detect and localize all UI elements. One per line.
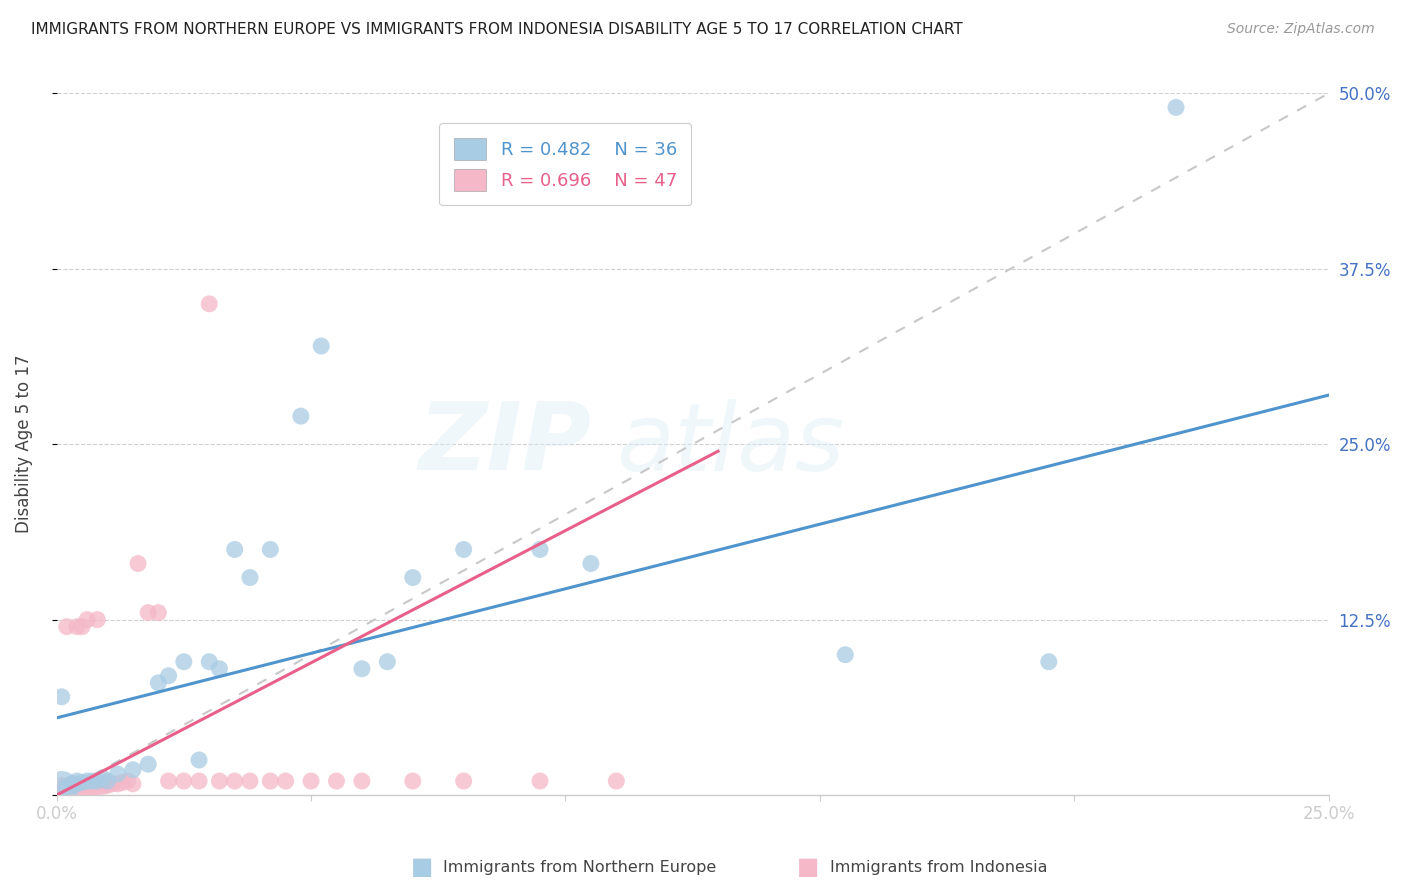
Point [224,542,246,557]
Point [56,620,79,634]
Point [157,774,180,789]
Point [148,606,170,620]
Point [51,690,73,704]
Text: ■: ■ [797,855,820,879]
Point [96,777,118,791]
Point [274,774,297,789]
Point [173,774,195,789]
Point [834,648,856,662]
Point [325,774,347,789]
Point [70,775,93,789]
Point [82,780,104,795]
Text: Immigrants from Northern Europe: Immigrants from Northern Europe [443,860,716,874]
Point [350,774,373,789]
Point [56,780,79,794]
Point [82,774,104,789]
Point [86,613,108,627]
Point [91,771,114,785]
Point [579,557,602,571]
Point [56,782,79,797]
Point [82,777,104,791]
Text: Source: ZipAtlas.com: Source: ZipAtlas.com [1227,22,1375,37]
Point [122,763,145,777]
Point [107,777,129,791]
Point [188,774,211,789]
Point [86,780,108,794]
Point [70,620,93,634]
Point [60,778,83,792]
Point [56,780,79,794]
Point [402,774,425,789]
Point [70,782,93,797]
Point [198,297,221,311]
Point [290,409,312,424]
Point [60,777,83,791]
Point [101,777,124,791]
Point [1038,655,1060,669]
Point [96,774,118,789]
Text: Immigrants from Indonesia: Immigrants from Indonesia [830,860,1047,874]
Point [136,606,159,620]
Point [86,774,108,789]
Point [402,570,425,584]
Point [259,542,281,557]
Point [51,784,73,798]
Legend: R = 0.482    N = 36, R = 0.696    N = 47: R = 0.482 N = 36, R = 0.696 N = 47 [440,123,692,205]
Y-axis label: Disability Age 5 to 17: Disability Age 5 to 17 [15,355,32,533]
Point [76,613,98,627]
Point [188,753,211,767]
Point [51,780,73,795]
Point [375,655,398,669]
Point [529,542,551,557]
Point [51,778,73,792]
Point [224,774,246,789]
Point [60,780,83,794]
Point [136,757,159,772]
Text: ■: ■ [411,855,433,879]
Point [122,777,145,791]
Point [111,775,134,789]
Point [529,774,551,789]
Point [66,777,89,791]
Point [239,570,262,584]
Point [299,774,322,789]
Point [148,675,170,690]
Point [239,774,262,789]
Point [70,778,93,792]
Point [76,780,98,795]
Point [309,339,332,353]
Point [173,655,195,669]
Text: IMMIGRANTS FROM NORTHERN EUROPE VS IMMIGRANTS FROM INDONESIA DISABILITY AGE 5 TO: IMMIGRANTS FROM NORTHERN EUROPE VS IMMIG… [31,22,963,37]
Point [350,662,373,676]
Point [66,774,89,789]
Point [453,542,475,557]
Point [51,780,73,795]
Point [117,774,139,789]
Text: atlas: atlas [616,399,845,490]
Point [157,669,180,683]
Point [208,774,231,789]
Point [66,780,89,795]
Point [208,662,231,676]
Point [453,774,475,789]
Point [1164,100,1187,114]
Point [91,780,114,794]
Point [66,620,89,634]
Point [60,777,83,791]
Point [76,774,98,789]
Point [198,655,221,669]
Point [96,778,118,792]
Point [127,557,149,571]
Point [107,767,129,781]
Point [259,774,281,789]
Point [605,774,627,789]
Text: ZIP: ZIP [418,398,591,491]
Point [60,782,83,797]
